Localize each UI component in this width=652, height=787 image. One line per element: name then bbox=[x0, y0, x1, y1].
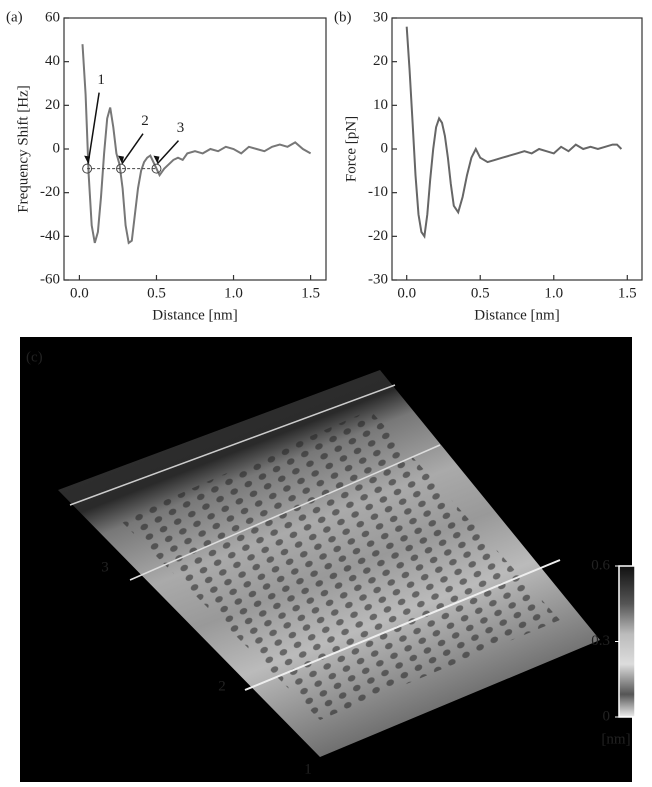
row-label: 1 bbox=[304, 761, 312, 777]
colorbar-tick-label: 0 bbox=[603, 708, 611, 724]
y-tick-label: 60 bbox=[45, 9, 60, 25]
annotation-arrow bbox=[156, 140, 180, 165]
y-tick-label: -30 bbox=[368, 271, 388, 287]
surface-ridge bbox=[244, 559, 561, 691]
panel-label: (b) bbox=[334, 9, 352, 25]
surface-ridge bbox=[69, 384, 396, 506]
panel-label: (a) bbox=[6, 9, 23, 25]
colorbar-tick-label: 0.3 bbox=[591, 633, 610, 649]
x-tick-label: 1.5 bbox=[301, 285, 320, 301]
y-tick-label: -10 bbox=[368, 184, 388, 200]
y-tick-label: -60 bbox=[40, 271, 60, 287]
y-tick-label: 30 bbox=[373, 9, 388, 25]
x-tick-label: 1.0 bbox=[224, 285, 243, 301]
annotation-arrowhead bbox=[84, 155, 91, 164]
colorbar-tick-label: 0.6 bbox=[591, 557, 610, 573]
data-line bbox=[81, 44, 312, 245]
row-label: 2 bbox=[218, 678, 226, 694]
panel-label: (c) bbox=[26, 349, 43, 365]
plot-frame bbox=[391, 17, 643, 281]
annotation-marker bbox=[82, 163, 93, 174]
colorbar bbox=[618, 565, 636, 718]
y-tick-label: 20 bbox=[45, 97, 60, 113]
y-tick-label: 10 bbox=[373, 97, 388, 113]
colorbar-unit: [nm] bbox=[601, 731, 630, 747]
annotation-arrow bbox=[121, 133, 144, 165]
data-line bbox=[405, 26, 623, 239]
annotation-arrowhead bbox=[118, 155, 125, 164]
annotation-marker bbox=[116, 163, 127, 174]
annotation-label: 2 bbox=[141, 113, 149, 129]
annotation-marker bbox=[151, 163, 162, 174]
y-tick-label: 0 bbox=[53, 140, 61, 156]
row-label: 3 bbox=[101, 559, 109, 575]
annotation-label: 3 bbox=[177, 120, 185, 136]
x-tick-label: 0.5 bbox=[471, 285, 490, 301]
x-tick-label: 1.0 bbox=[544, 285, 563, 301]
surface-ridge bbox=[129, 444, 441, 581]
x-tick-label: 0.5 bbox=[147, 285, 166, 301]
y-tick-label: 0 bbox=[381, 140, 389, 156]
plot-frame bbox=[63, 17, 327, 281]
surface-texture bbox=[120, 410, 560, 720]
y-tick-label: 20 bbox=[373, 53, 388, 69]
x-tick-label: 1.5 bbox=[618, 285, 637, 301]
annotation-arrow bbox=[87, 92, 100, 164]
y-axis-label: Frequency Shift [Hz] bbox=[15, 85, 31, 212]
x-tick-label: 0.0 bbox=[70, 285, 89, 301]
x-axis-label: Distance [nm] bbox=[474, 307, 559, 323]
annotation-label: 1 bbox=[97, 72, 105, 88]
y-tick-label: -20 bbox=[40, 184, 60, 200]
y-tick-label: 40 bbox=[45, 53, 60, 69]
y-tick-label: -40 bbox=[40, 228, 60, 244]
x-tick-label: 0.0 bbox=[397, 285, 416, 301]
annotation-arrowhead bbox=[153, 155, 160, 164]
y-axis-label: Force [pN] bbox=[343, 116, 359, 182]
x-axis-label: Distance [nm] bbox=[152, 307, 237, 323]
y-tick-label: -20 bbox=[368, 228, 388, 244]
